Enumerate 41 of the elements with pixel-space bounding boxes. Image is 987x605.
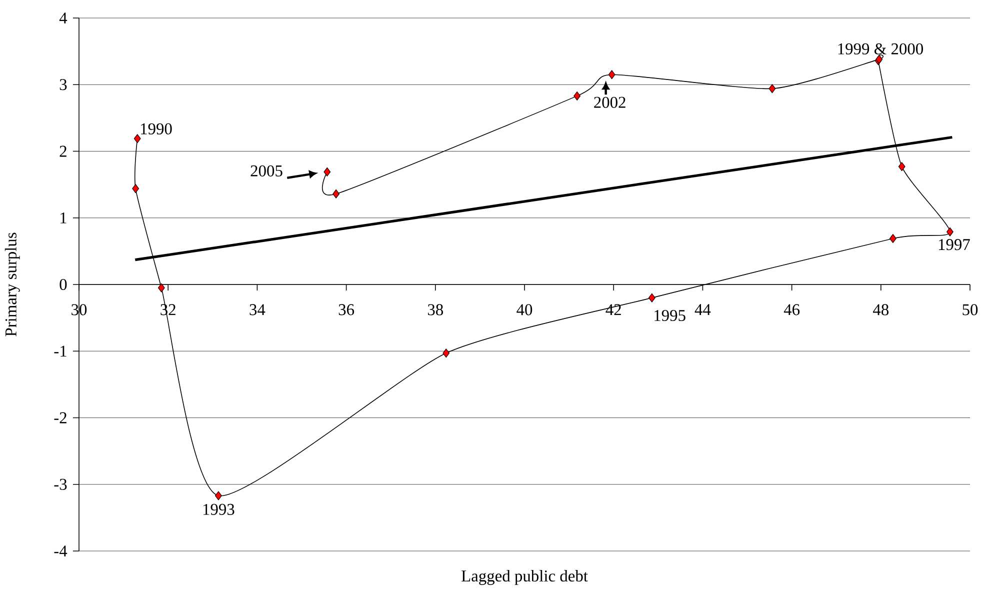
point [898,162,906,172]
annotation: 2005 [250,165,282,176]
point [134,134,141,144]
point [889,234,896,244]
annotation: 2002 [594,96,626,108]
point [132,184,140,194]
y-tick-label: 1 [60,212,66,224]
x-tick-label: 46 [784,304,800,316]
point [768,84,776,94]
x-tick-label: 42 [606,304,621,316]
x-tick-label: 38 [428,304,443,316]
x-tick-label: 40 [516,304,532,316]
y-tick-label: 0 [60,278,67,290]
x-tick-label: 50 [962,304,978,316]
y-tick-label: -3 [54,478,67,490]
point [158,283,165,292]
annotation: 1999 & 2000 [838,43,923,54]
point [324,167,331,176]
point [442,348,450,358]
point [214,491,222,500]
y-tick-label: 3 [60,79,67,90]
y-tick-label: 4 [59,12,68,24]
point [648,293,656,302]
annotation: 1997 [938,239,970,250]
y-tick-label: -4 [54,546,68,556]
point [332,189,340,198]
x-tick-label: 48 [873,304,888,316]
y-tick-label: 2 [60,146,66,157]
x-tick-label: 44 [694,304,711,315]
x-tick-label: 34 [250,304,266,316]
annotation: 1995 [654,310,686,322]
point [608,70,616,80]
annotation: 1993 [203,504,234,515]
point [574,91,581,100]
x-axis-title: Lagged public debt [462,570,588,585]
x-tick-label: 36 [338,304,354,316]
annotation: 1990 [140,123,172,134]
y-tick-label: -1 [54,346,66,357]
point [946,227,954,236]
y-tick-label: -2 [54,412,66,424]
y-axis-title: Primary surplus [4,232,20,336]
